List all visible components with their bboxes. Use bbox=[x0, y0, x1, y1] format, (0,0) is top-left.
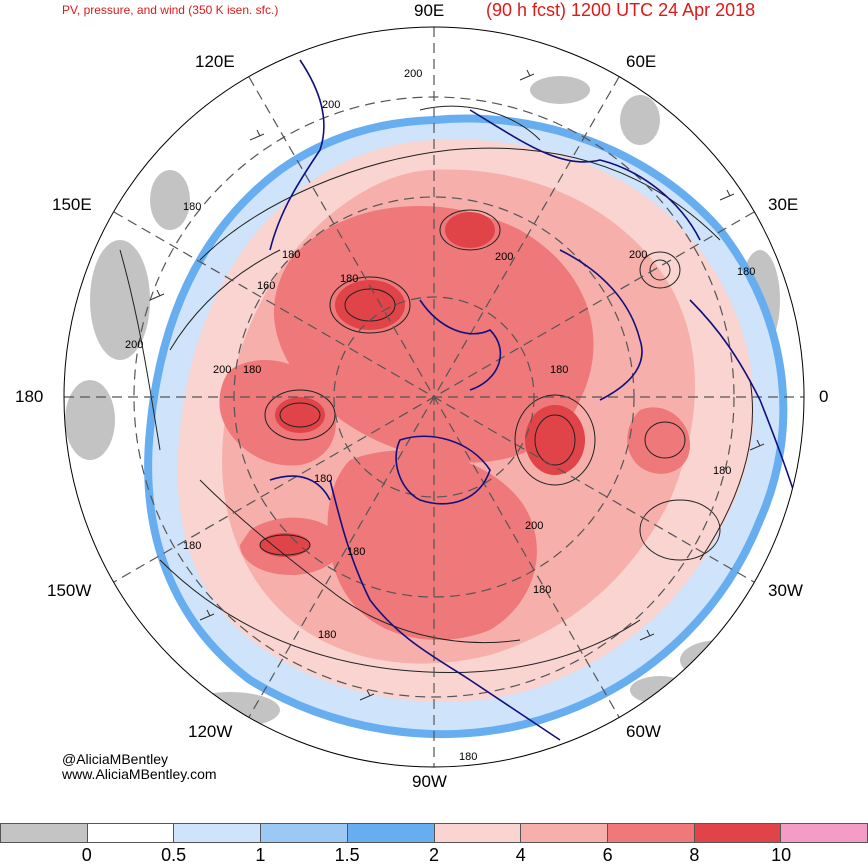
lon-label-0: 0 bbox=[819, 387, 829, 406]
credit-handle: @AliciaMBentley bbox=[62, 751, 169, 767]
contour-label: 200 bbox=[495, 251, 513, 263]
colorbar-swatch bbox=[606, 823, 695, 843]
lon-label-30e: 30E bbox=[768, 195, 799, 214]
colorbar-swatch bbox=[0, 823, 88, 843]
contour-label: 180 bbox=[347, 546, 365, 558]
polar-map: 200 200 180 180 160 180 200 200 180 200 … bbox=[63, 26, 805, 768]
colorbar-tick-label: 10 bbox=[771, 845, 792, 865]
contour-label: 180 bbox=[243, 364, 261, 376]
lon-label-120w: 120W bbox=[188, 722, 233, 741]
lon-label-60w: 60W bbox=[626, 722, 661, 741]
colorbar-swatch bbox=[520, 823, 608, 843]
coastlines bbox=[269, 59, 801, 741]
colorbar-tick-label: 1 bbox=[255, 845, 266, 865]
contour-label: 180 bbox=[737, 266, 755, 278]
colorbar-swatch bbox=[346, 823, 435, 843]
map-disk: 200 200 180 180 160 180 200 200 180 200 … bbox=[64, 27, 804, 767]
contour-label: 180 bbox=[282, 249, 300, 261]
contour-label: 180 bbox=[459, 751, 477, 763]
lon-label-150e: 150E bbox=[52, 195, 92, 214]
colorbar-tick-label: 4 bbox=[515, 845, 526, 865]
contour-label: 160 bbox=[257, 280, 275, 292]
map-border bbox=[63, 26, 805, 768]
colorbar-swatch bbox=[173, 823, 262, 843]
contour-label: 180 bbox=[533, 584, 551, 596]
lat-lon-grid bbox=[64, 27, 804, 767]
lon-label-180: 180 bbox=[15, 387, 44, 406]
colorbar-swatch bbox=[260, 823, 348, 843]
forecast-valid-time: (90 h fcst) 1200 UTC 24 Apr 2018 bbox=[486, 0, 756, 20]
lon-label-60e: 60E bbox=[626, 52, 657, 71]
lon-label-150w: 150W bbox=[47, 581, 92, 600]
contour-label: 200 bbox=[125, 339, 143, 351]
contour-label: 180 bbox=[713, 465, 731, 477]
colorbar-swatch bbox=[780, 823, 868, 843]
colorbar-swatch bbox=[86, 823, 175, 843]
lon-label-90w: 90W bbox=[412, 772, 447, 791]
contour-label: 200 bbox=[629, 249, 647, 261]
contour-label: 200 bbox=[404, 68, 422, 80]
lon-label-30w: 30W bbox=[768, 581, 803, 600]
colorbar-tick-label: 0 bbox=[81, 845, 92, 865]
colorbar-tick-label: 2 bbox=[428, 845, 440, 865]
lon-label-120e: 120E bbox=[195, 52, 235, 71]
colorbar bbox=[0, 823, 868, 843]
contour-label: 200 bbox=[213, 364, 231, 376]
contour-label: 180 bbox=[183, 201, 201, 213]
wind-barbs bbox=[149, 69, 765, 701]
contour-label: 180 bbox=[183, 540, 201, 552]
colorbar-tick-label: 6 bbox=[602, 845, 613, 865]
colorbar-tick-label: 8 bbox=[689, 845, 700, 865]
colorbar-swatch bbox=[433, 823, 522, 843]
contour-label: 180 bbox=[318, 629, 336, 641]
credit-website: www.AliciaMBentley.com bbox=[62, 766, 217, 782]
product-title: PV, pressure, and wind (350 K isen. sfc.… bbox=[62, 3, 279, 17]
contour-label: 200 bbox=[322, 99, 340, 111]
lon-label-90e: 90E bbox=[414, 1, 445, 20]
contour-label: 180 bbox=[340, 273, 358, 285]
contour-value-labels: 200 200 180 180 160 180 200 200 180 200 … bbox=[125, 68, 755, 763]
colorbar-swatch bbox=[693, 823, 782, 843]
contour-label: 180 bbox=[314, 473, 332, 485]
colorbar-tick-label: 0.5 bbox=[161, 845, 187, 865]
contour-label: 200 bbox=[525, 520, 543, 532]
contour-label: 180 bbox=[550, 364, 568, 376]
colorbar-tick-label: 1.5 bbox=[334, 845, 360, 865]
